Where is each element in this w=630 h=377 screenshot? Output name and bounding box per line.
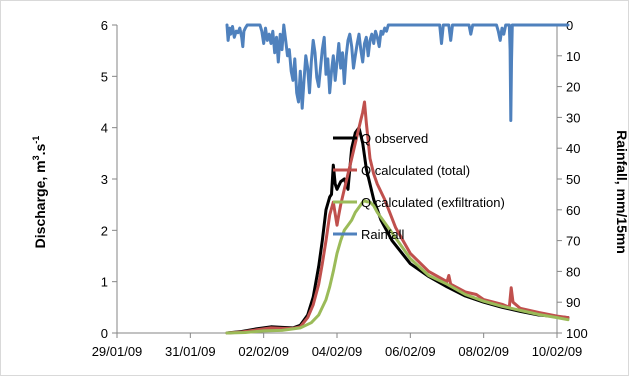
- y-axis-left-title-dot: .s: [32, 143, 48, 155]
- series-rainfall: [225, 23, 570, 122]
- y-left-tick-label: 5: [101, 69, 108, 84]
- y-right-tick-label: 0: [566, 18, 573, 33]
- y-right-tick-label: 80: [566, 264, 580, 279]
- x-tick-label: 08/02/09: [458, 344, 509, 359]
- legend-label: Rainfall: [361, 227, 404, 242]
- y-axis-left-title-sup2: -1: [31, 136, 41, 144]
- y-left-tick-label: 4: [101, 121, 108, 136]
- legend: Q observed Q calculated (total) Q calculat…: [333, 131, 505, 242]
- y-right-tick-label: 100: [566, 326, 588, 341]
- series-q-calculated-total: [225, 100, 570, 335]
- x-tick-label: 02/02/09: [238, 344, 289, 359]
- y-right-tick-label: 60: [566, 203, 580, 218]
- y-right-tick-label: 50: [566, 172, 580, 187]
- x-tick-label: 04/02/09: [312, 344, 363, 359]
- y-right-tick-label: 70: [566, 234, 580, 249]
- x-tick-label: 29/01/09: [92, 344, 143, 359]
- x-tick-label: 10/02/09: [532, 344, 583, 359]
- y-right-tick-label: 10: [566, 49, 580, 64]
- y-right-tick-label: 20: [566, 80, 580, 95]
- y-right-tick-label: 90: [566, 295, 580, 310]
- y-left-tick-label: 1: [101, 275, 108, 290]
- x-tick-label: 06/02/09: [385, 344, 436, 359]
- legend-label: Q calculated (total): [361, 163, 470, 178]
- y-axis-left-title-sup: 3: [31, 155, 41, 160]
- y-axis-right-title: Rainfall, mm/15mn: [614, 130, 630, 254]
- series-group: [225, 23, 570, 335]
- y-left-tick-label: 2: [101, 223, 108, 238]
- y-left-tick-label: 6: [101, 18, 108, 33]
- y-left-tick-label: 0: [101, 326, 108, 341]
- legend-label: Q calculated (exfiltration): [361, 195, 505, 210]
- y-axis-left-title-main: Discharge, m: [32, 160, 48, 248]
- y-right-tick-label: 30: [566, 110, 580, 125]
- y-right-tick-label: 40: [566, 141, 580, 156]
- legend-label: Q observed: [361, 131, 428, 146]
- y-left-tick-label: 3: [101, 172, 108, 187]
- y-axis-left-title: Discharge, m3.s-1: [31, 136, 48, 249]
- series-q-calculated-exfiltration: [225, 199, 570, 335]
- x-tick-label: 31/01/09: [165, 344, 216, 359]
